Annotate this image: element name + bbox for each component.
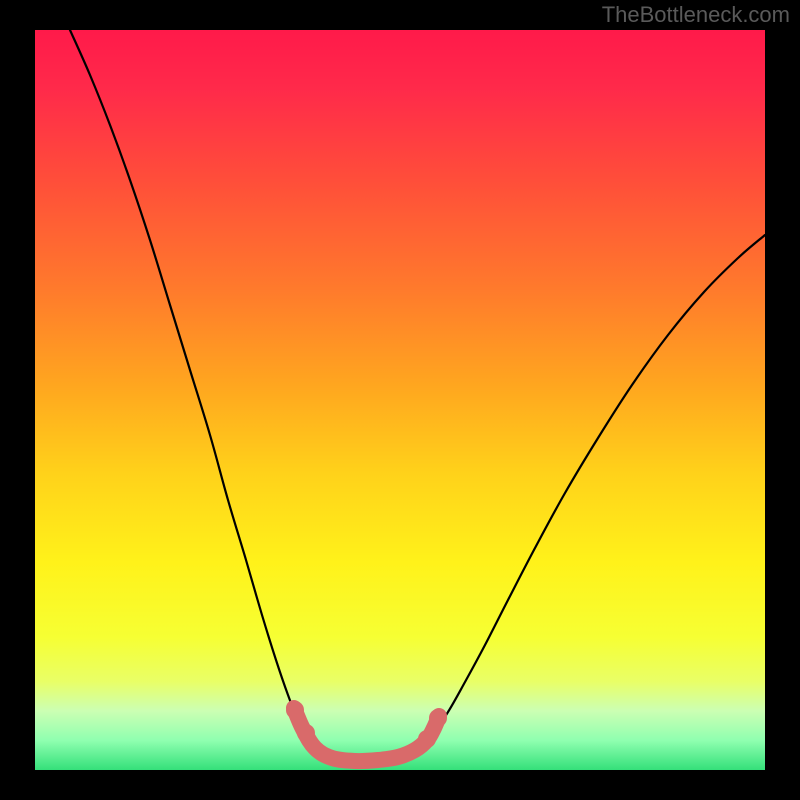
gradient-background <box>35 30 765 770</box>
marker-dot <box>297 724 315 742</box>
chart-svg <box>0 0 800 800</box>
marker-dot <box>286 701 304 719</box>
marker-dot <box>418 730 436 748</box>
marker-dot <box>429 709 447 727</box>
chart-stage: TheBottleneck.com <box>0 0 800 800</box>
